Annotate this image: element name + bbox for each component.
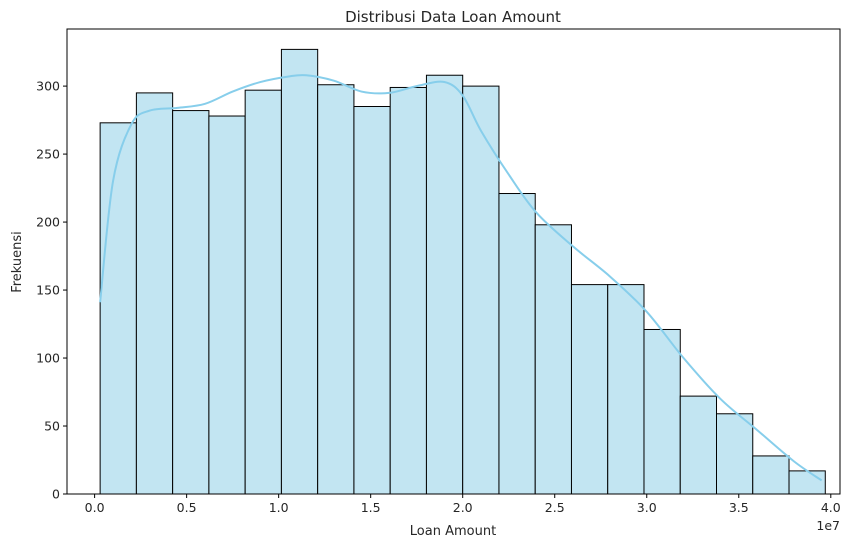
histogram-bar xyxy=(99,122,137,495)
y-tick-label: 50 xyxy=(44,419,60,434)
x-tick-label: 2.0 xyxy=(453,500,473,515)
histogram-bar xyxy=(353,106,391,495)
x-tick-label: 2.5 xyxy=(545,500,565,515)
y-tick-label: 150 xyxy=(36,283,60,298)
x-axis-title: Loan Amount xyxy=(410,524,496,539)
x-tick-label: 0.0 xyxy=(85,500,105,515)
histogram-bar xyxy=(280,48,319,495)
histogram-bar xyxy=(788,470,826,495)
histogram-bar xyxy=(643,328,681,495)
x-tick-label: 4.0 xyxy=(821,500,841,515)
histogram-bar xyxy=(679,395,718,495)
x-tick-label: 0.5 xyxy=(177,500,197,515)
chart-title: Distribusi Data Loan Amount xyxy=(345,8,561,26)
histogram-bar xyxy=(607,284,645,495)
histogram-bar xyxy=(462,85,500,495)
plot-area-frame xyxy=(66,28,841,495)
y-tick-label: 100 xyxy=(36,351,60,366)
x-tick-label: 1.5 xyxy=(361,500,381,515)
x-tick-label: 1.0 xyxy=(269,500,289,515)
histogram-bar xyxy=(498,193,536,495)
y-tick-label: 0 xyxy=(52,487,60,502)
histogram-bar xyxy=(716,413,754,495)
x-tick-label: 3.0 xyxy=(637,500,657,515)
histogram-bar xyxy=(317,84,355,495)
histogram-bar xyxy=(208,115,246,495)
kde-curve xyxy=(99,73,823,482)
histogram-bar xyxy=(389,86,427,495)
y-axis-ticks: 0 50 100 150 200 250 300 xyxy=(36,79,67,502)
histogram-bar xyxy=(570,284,609,495)
histogram-bars xyxy=(99,48,826,495)
histogram-bar xyxy=(135,92,174,495)
y-tick-label: 200 xyxy=(36,215,60,230)
x-tick-label: 3.5 xyxy=(729,500,749,515)
y-tick-label: 250 xyxy=(36,147,60,162)
y-tick-label: 300 xyxy=(36,79,60,94)
histogram-bar xyxy=(534,224,572,495)
histogram-bar xyxy=(752,455,790,495)
histogram-bar xyxy=(172,110,210,495)
histogram-bar xyxy=(425,74,464,495)
x-axis-offset-label: 1e7 xyxy=(816,518,840,533)
x-axis-ticks: 0.0 0.5 1.0 1.5 2.0 2.5 3.0 3.5 4.0 xyxy=(85,494,841,515)
histogram-bar xyxy=(244,89,282,495)
y-axis-title: Frekuensi xyxy=(10,231,25,293)
